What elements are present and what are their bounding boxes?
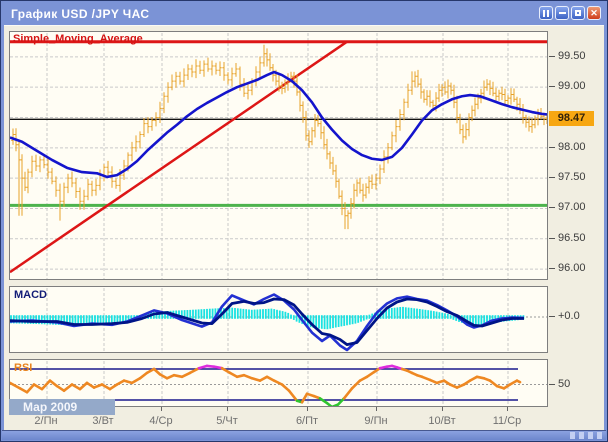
y-tick (549, 268, 555, 270)
indicator-name-label: Simple_Moving_Average (13, 33, 143, 45)
x-tick (227, 407, 228, 411)
x-tick (442, 407, 443, 411)
y-tick-label: 96.50 (558, 231, 586, 244)
x-axis-label: 10/Вт (428, 415, 456, 427)
y-tick (549, 146, 555, 148)
x-axis-label: 11/Ср (492, 415, 522, 427)
rsi-label: RSI (14, 362, 33, 374)
y-tick (549, 383, 555, 385)
y-tick (549, 55, 555, 57)
minimize-button[interactable] (555, 6, 569, 20)
current-price-tag: 98.47 (549, 110, 594, 126)
pause-button[interactable] (539, 6, 553, 20)
y-tick-label: 98.00 (558, 140, 586, 153)
resize-grip[interactable] (570, 432, 604, 439)
pause-icon (543, 9, 549, 17)
rsi-panel[interactable]: RSI (9, 359, 548, 407)
main-price-chart[interactable]: Simple_Moving_Average (9, 31, 548, 280)
macd-label: MACD (14, 289, 47, 301)
x-axis-label: 9/Пн (364, 415, 388, 427)
x-axis-label: 2/Пн (34, 415, 58, 427)
x-axis-label: 5/Чт (216, 415, 238, 427)
x-axis-label: 4/Ср (149, 415, 173, 427)
x-axis-label: 3/Вт (92, 415, 114, 427)
x-tick (376, 407, 377, 411)
macd-zero-label: +0.0 (558, 310, 580, 322)
y-tick-label: 99.00 (558, 80, 586, 93)
close-icon: ✕ (590, 7, 598, 18)
window-bottom-border (2, 430, 606, 440)
rsi-level-label: 50 (558, 377, 571, 390)
close-button[interactable]: ✕ (587, 6, 601, 20)
macd-panel[interactable]: MACD (9, 286, 548, 353)
x-tick (307, 407, 308, 411)
y-tick (549, 177, 555, 179)
period-label: Мар 2009 (9, 399, 115, 415)
y-tick (549, 237, 555, 239)
y-tick-label: 97.50 (558, 171, 586, 184)
x-tick (161, 407, 162, 411)
x-tick (507, 407, 508, 411)
y-tick-label: 97.00 (558, 201, 586, 214)
minimize-icon (558, 12, 566, 14)
y-tick (549, 86, 555, 88)
y-tick-label: 96.00 (558, 262, 586, 275)
x-axis-label: 6/Пт (295, 415, 319, 427)
titlebar[interactable]: График USD /JPY ЧАС ✕ (3, 3, 605, 24)
y-tick (549, 316, 555, 317)
y-tick-label: 99.50 (558, 49, 586, 62)
titlebar-buttons: ✕ (539, 6, 601, 20)
window-title: График USD /JPY ЧАС (11, 6, 150, 21)
restore-icon (575, 10, 581, 16)
y-tick (549, 207, 555, 209)
restore-button[interactable] (571, 6, 585, 20)
